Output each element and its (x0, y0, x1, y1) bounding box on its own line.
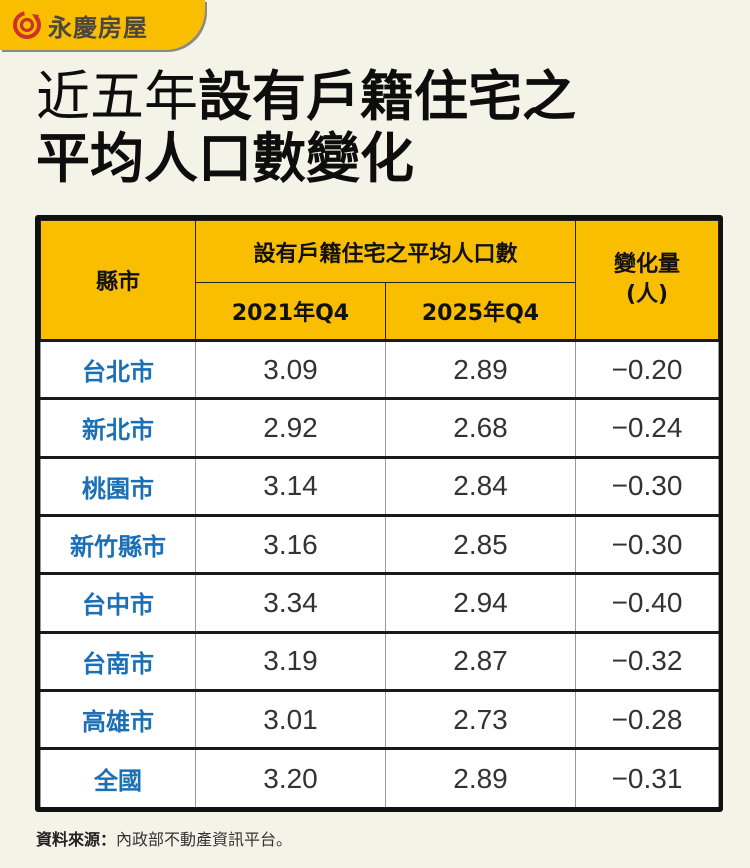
table-row: 新竹縣市 3.16 2.85 −0.30 (40, 513, 720, 574)
cell-change: −0.32 (575, 630, 720, 691)
cell-change: −0.30 (575, 455, 720, 516)
cell-2025: 2.87 (384, 630, 577, 691)
header-change-unit: (人) (625, 282, 669, 307)
title-line-2: 平均人口數變化 (36, 127, 414, 190)
cell-2025: 2.84 (384, 455, 577, 516)
brand-banner: 永慶房屋 (0, 0, 205, 50)
page-title: 近五年設有戶籍住宅之 平均人口數變化 (36, 66, 576, 190)
cell-change: −0.28 (575, 688, 720, 749)
cell-city: 台南市 (40, 630, 196, 691)
table-row-national: 全國 3.20 2.89 −0.31 (40, 747, 720, 807)
table-row: 高雄市 3.01 2.73 −0.28 (40, 688, 720, 749)
cell-city: 台中市 (40, 572, 196, 633)
cell-change: −0.40 (575, 572, 720, 633)
cell-2025: 2.68 (384, 397, 577, 458)
table-row: 新北市 2.92 2.68 −0.24 (40, 397, 720, 458)
cell-2021: 3.14 (195, 455, 386, 516)
data-source-note: 資料來源：內政部不動產資訊平台。 (36, 826, 292, 850)
cell-city: 全國 (40, 747, 196, 807)
cell-2021: 2.92 (195, 397, 386, 458)
cell-change: −0.20 (575, 338, 720, 399)
cell-city: 高雄市 (40, 688, 196, 749)
title-line-1: 近五年設有戶籍住宅之 (36, 66, 576, 128)
cell-2021: 3.01 (195, 688, 386, 749)
title-bold-part: 設有戶籍住宅之 (198, 65, 576, 128)
cell-2025: 2.89 (384, 338, 577, 399)
brand-name: 永慶房屋 (48, 13, 148, 42)
table-row: 桃園市 3.14 2.84 −0.30 (40, 455, 720, 516)
cell-city: 新竹縣市 (40, 513, 196, 574)
source-label: 資料來源： (36, 830, 117, 849)
header-2025q4: 2025年Q4 (384, 282, 577, 341)
cell-2021: 3.34 (195, 572, 386, 633)
cell-2021: 3.16 (195, 513, 386, 574)
cell-2021: 3.20 (195, 747, 386, 807)
header-2021q4: 2021年Q4 (195, 282, 386, 341)
cell-city: 台北市 (40, 338, 196, 399)
cell-2021: 3.09 (195, 338, 386, 399)
cell-2025: 2.73 (384, 688, 577, 749)
cell-city: 桃園市 (40, 455, 196, 516)
cell-change: −0.30 (575, 513, 720, 574)
data-table-frame: 縣市 設有戶籍住宅之平均人口數 變化量 (人) 2021年Q4 2025年Q4 … (35, 215, 723, 812)
cell-2025: 2.94 (384, 572, 577, 633)
cell-city: 新北市 (40, 397, 196, 458)
header-city: 縣市 (40, 220, 196, 341)
cell-2025: 2.89 (384, 747, 577, 807)
table-row: 台南市 3.19 2.87 −0.32 (40, 630, 720, 691)
cell-2021: 3.19 (195, 630, 386, 691)
header-change-label: 變化量 (614, 252, 681, 277)
cell-change: −0.24 (575, 397, 720, 458)
header-change: 變化量 (人) (575, 220, 720, 341)
title-light-part: 近五年 (36, 65, 198, 128)
population-table: 縣市 設有戶籍住宅之平均人口數 變化量 (人) 2021年Q4 2025年Q4 … (40, 220, 720, 807)
yungching-logo-icon (12, 10, 42, 40)
source-text: 內政部不動產資訊平台。 (116, 830, 293, 849)
cell-2025: 2.85 (384, 513, 577, 574)
header-group-avg-population: 設有戶籍住宅之平均人口數 (194, 220, 577, 283)
cell-change: −0.31 (575, 747, 720, 807)
table-row: 台中市 3.34 2.94 −0.40 (40, 572, 720, 633)
table-row: 台北市 3.09 2.89 −0.20 (40, 338, 720, 399)
